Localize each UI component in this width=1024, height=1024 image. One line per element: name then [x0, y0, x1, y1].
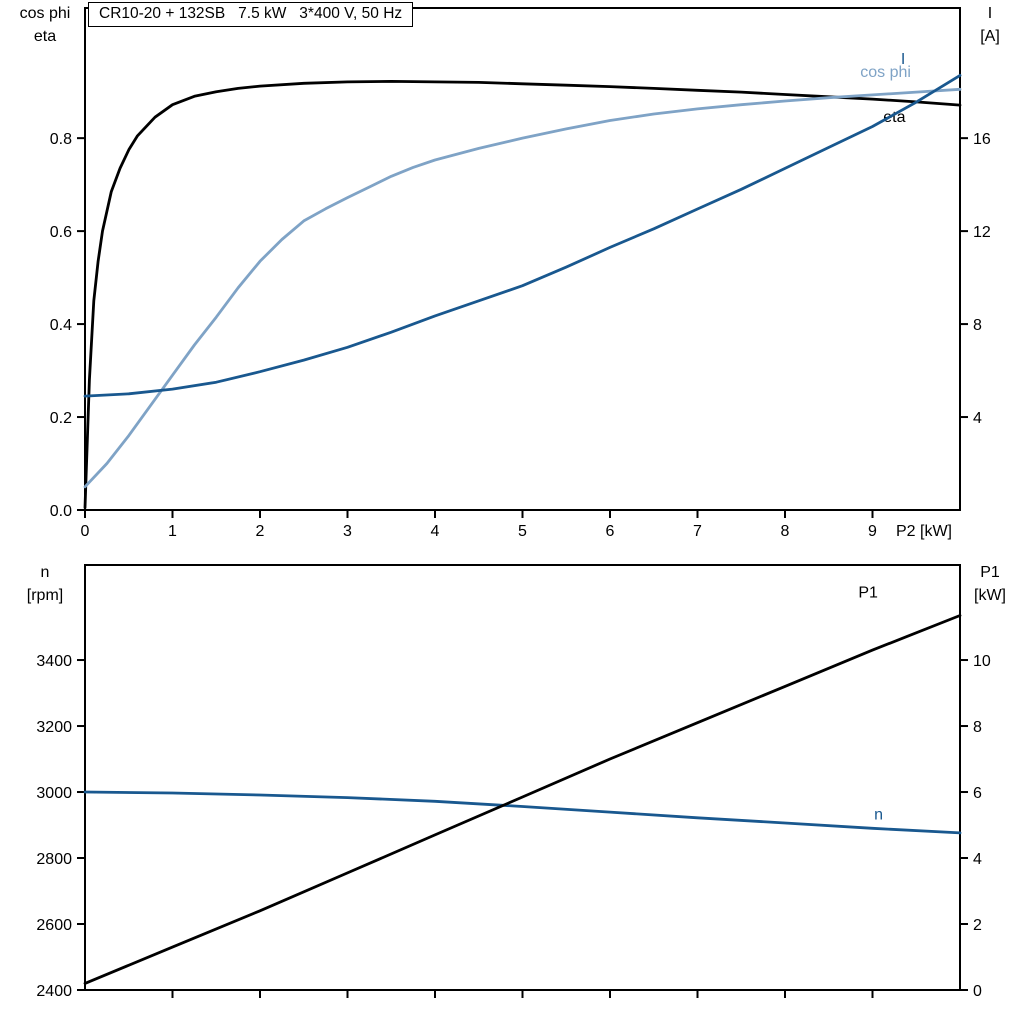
left-axis-title-line1: cos phi	[19, 5, 71, 22]
x-tick-label: 7	[693, 523, 702, 540]
left-axis-title-bottom: n [rpm]	[6, 561, 84, 607]
right-tick-label: 16	[973, 131, 991, 148]
eta-curve	[83, 80, 962, 510]
left-tick-label: 0.8	[50, 131, 72, 148]
left-tick-label: 3200	[36, 719, 72, 736]
x-tick-label: 8	[781, 523, 790, 540]
x-tick-label: 5	[518, 523, 527, 540]
x-tick-label: 6	[606, 523, 615, 540]
right-tick-label: 6	[973, 785, 982, 802]
P1-curve-label: P1	[858, 584, 878, 601]
I-curve-label: I	[901, 51, 905, 68]
x-axis-unit-label: P2 [kW]	[896, 523, 952, 540]
eta-curve-label: eta	[883, 109, 905, 126]
right-axis-title-line1: I	[987, 5, 993, 22]
left-axis-title-top: cos phi eta	[6, 2, 84, 48]
right-tick-label: 12	[973, 224, 991, 241]
left-axis-title-line2: [rpm]	[26, 587, 64, 604]
right-tick-label: 10	[973, 653, 991, 670]
left-axis-title-line1: n	[40, 564, 50, 581]
bottom-chart-canvas: 2400 2600 2800 3000 3200 3400 0 2 4 6 8 10 n P1	[36, 564, 991, 1000]
right-tick-label: 2	[973, 917, 982, 934]
chart-title: CR10-20 + 132SB 7.5 kW 3*400 V, 50 Hz	[88, 2, 414, 27]
cos-phi-curve	[83, 87, 962, 489]
right-axis-title-top: I [A]	[962, 2, 1018, 48]
right-axis-title-line2: [A]	[980, 28, 1000, 45]
right-axis-title-bottom: P1 [kW]	[962, 561, 1018, 607]
left-axis-title-line2: eta	[33, 28, 57, 45]
cos-phi-curve-label: cos phi	[860, 64, 911, 81]
right-tick-label: 4	[973, 410, 982, 427]
right-tick-label: 0	[973, 983, 982, 1000]
left-tick-label: 0.6	[50, 224, 72, 241]
left-tick-label: 2400	[36, 983, 72, 1000]
x-tick-label: 0	[81, 523, 90, 540]
I-curve	[83, 74, 962, 398]
x-tick-label: 2	[256, 523, 265, 540]
left-tick-label: 3000	[36, 785, 72, 802]
n-curve-label: n	[874, 807, 883, 824]
right-tick-label: 8	[973, 719, 982, 736]
right-tick-label: 8	[973, 317, 982, 334]
left-tick-label: 0.0	[50, 503, 72, 520]
left-tick-label: 2600	[36, 917, 72, 934]
x-tick-label: 3	[343, 523, 352, 540]
n-curve	[83, 790, 962, 835]
lower-chart: n [rpm] P1 [kW] 2400 2600 2800 3000 3200 3400…	[0, 555, 1024, 1024]
x-tick-label: 1	[168, 523, 177, 540]
left-tick-label: 2800	[36, 851, 72, 868]
left-tick-label: 3400	[36, 653, 72, 670]
plot-border	[84, 564, 961, 991]
P1-curve	[83, 614, 962, 985]
upper-chart: cos phi eta I [A] CR10-20 + 132SB 7.5 kW…	[6, 2, 1018, 540]
left-tick-label: 0.4	[50, 317, 72, 334]
x-tick-label: 9	[868, 523, 877, 540]
right-axis-title-line1: P1	[980, 564, 1000, 581]
right-axis-title-line2: [kW]	[974, 587, 1006, 604]
right-tick-label: 4	[973, 851, 982, 868]
x-tick-label: 4	[431, 523, 440, 540]
left-tick-label: 0.2	[50, 410, 72, 427]
